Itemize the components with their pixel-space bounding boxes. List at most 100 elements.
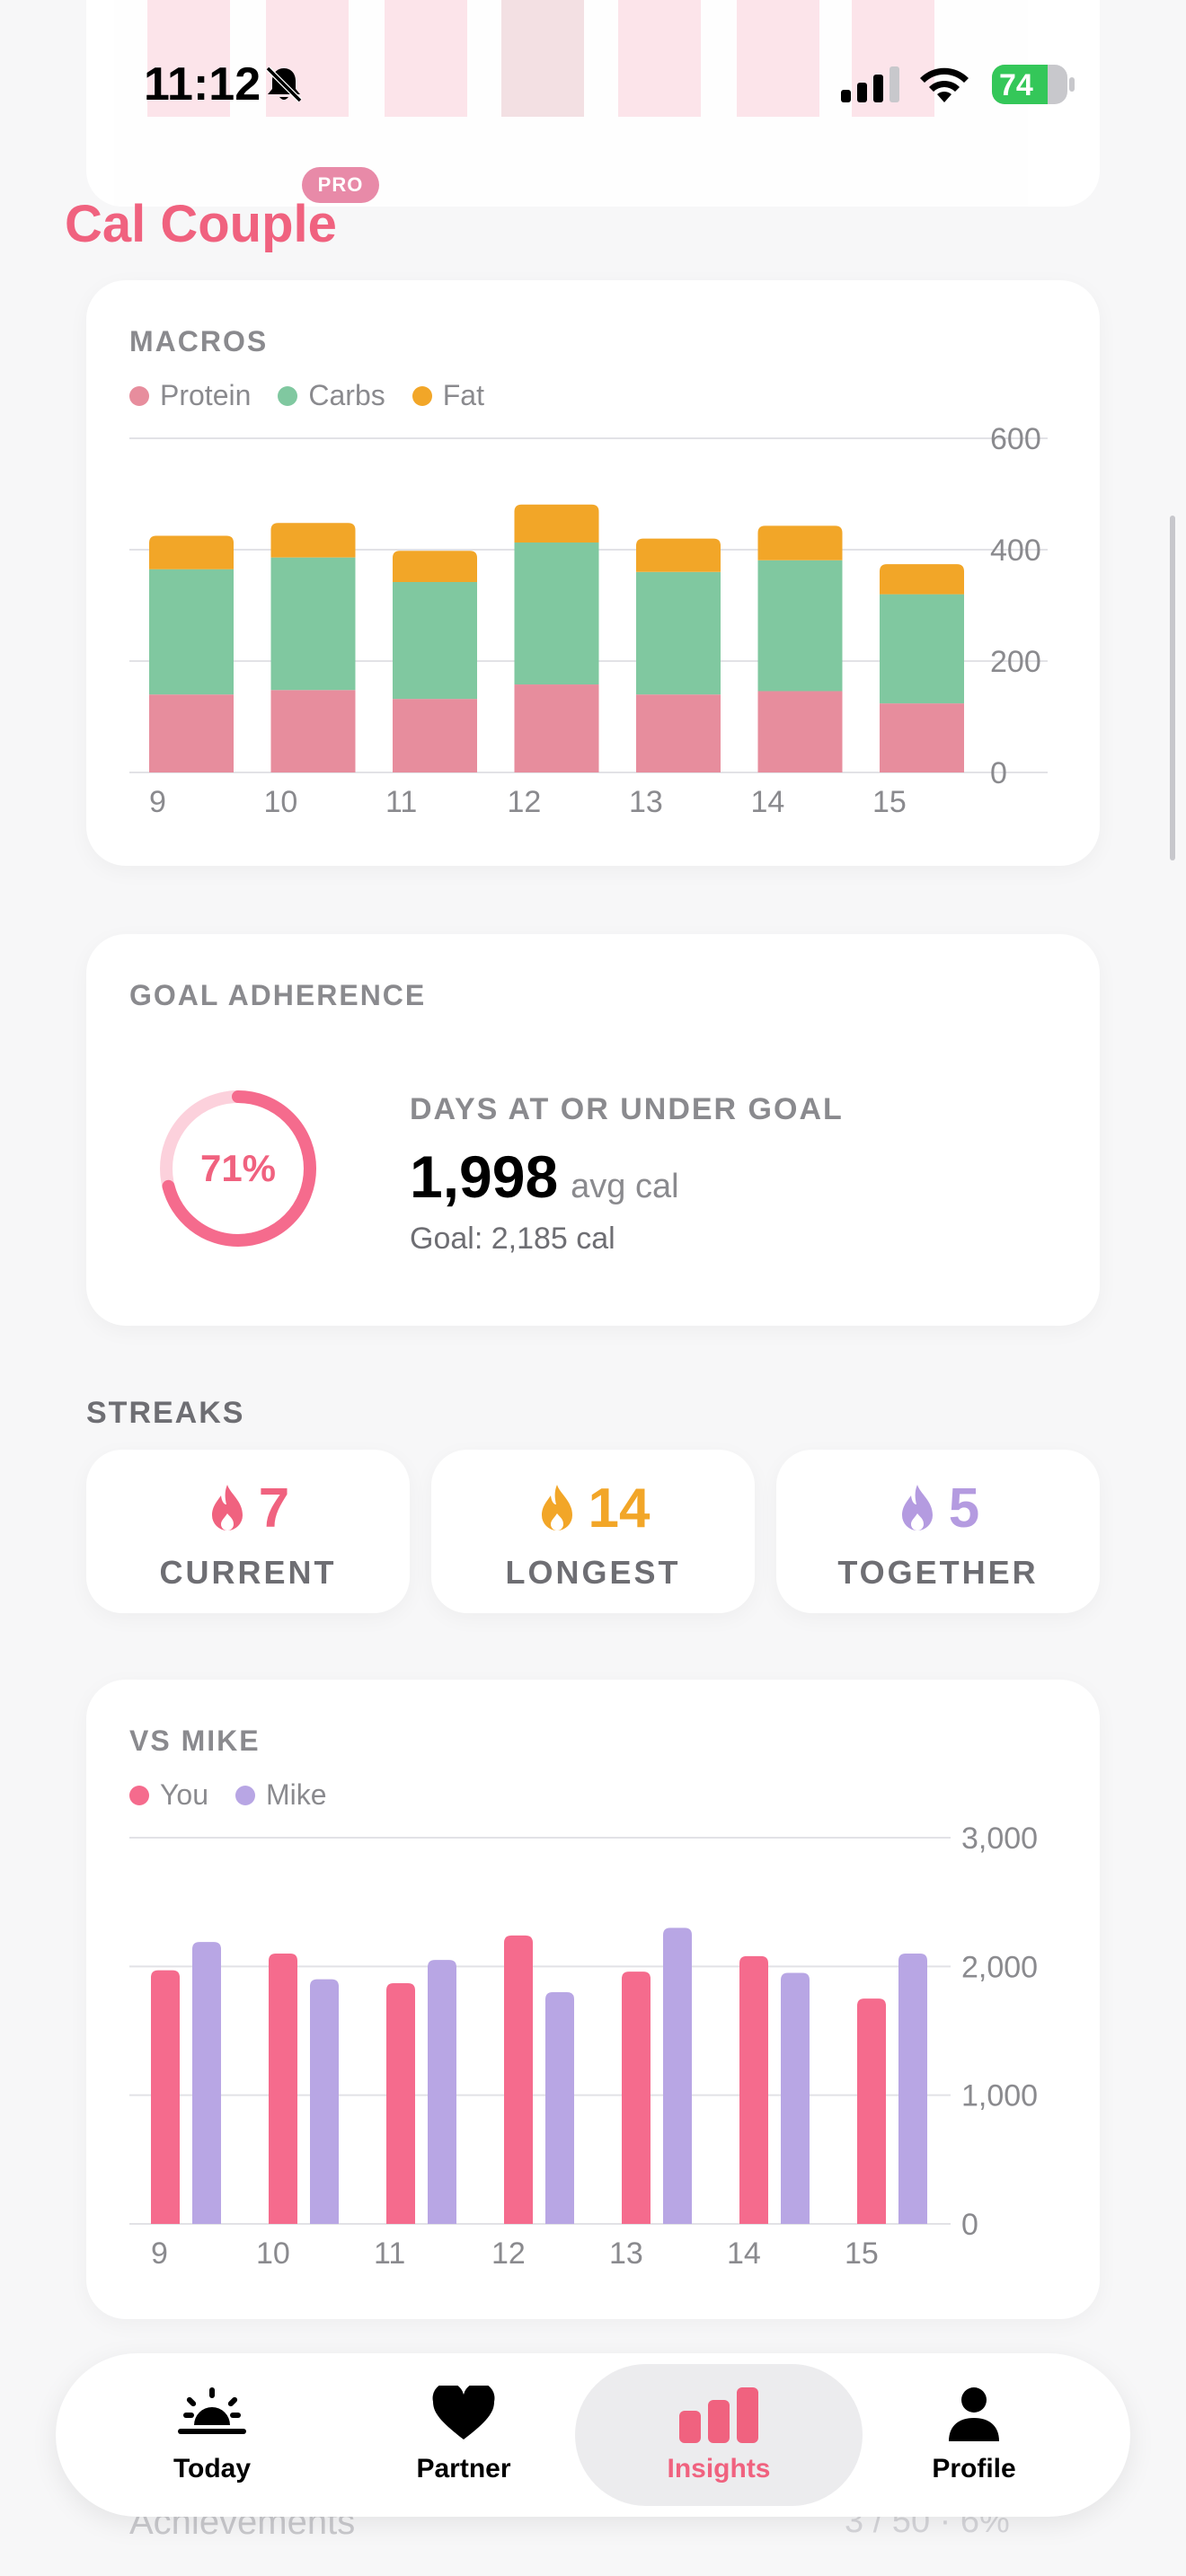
- x-tick-label: 15: [872, 785, 907, 819]
- bar-segment-protein: [757, 691, 843, 772]
- bar-segment-protein: [880, 703, 964, 772]
- ring-progress: [160, 1090, 316, 1247]
- streak-value: 14: [588, 1478, 651, 1539]
- adherence-title: GOAL ADHERENCE: [129, 979, 427, 1011]
- tab-today[interactable]: Today: [86, 2353, 338, 2517]
- bar-mike: [192, 1942, 221, 2224]
- bar-segment-fat: [149, 535, 234, 569]
- streak-together-card[interactable]: 5 TOGETHER: [776, 1450, 1100, 1613]
- legend-dot: [278, 385, 298, 406]
- macros-legend: Protein Carbs Fat: [129, 379, 484, 412]
- y-tick-label: 2,000: [961, 1950, 1038, 1984]
- x-tick-label: 12: [508, 785, 542, 819]
- bar-segment-fat: [636, 538, 721, 572]
- flame-icon: [541, 1484, 572, 1531]
- legend-dot: [235, 1785, 255, 1805]
- ghost-bar: [147, 0, 230, 117]
- bar-mike: [898, 1954, 927, 2224]
- flame-icon: [901, 1484, 933, 1531]
- vs-legend: You Mike: [129, 1778, 327, 1812]
- bar-mike: [663, 1928, 692, 2224]
- x-tick-label: 15: [845, 2236, 879, 2271]
- vs-title: VS MIKE: [129, 1725, 261, 1757]
- streak-longest-card[interactable]: 14 LONGEST: [431, 1450, 755, 1613]
- adherence-ring: 71%: [155, 1085, 322, 1252]
- heart-icon: [432, 2386, 495, 2439]
- streak-label: LONGEST: [505, 1554, 681, 1591]
- x-tick-label: 9: [151, 2236, 168, 2271]
- tab-partner[interactable]: Partner: [338, 2353, 589, 2517]
- bar-segment-carbs: [393, 581, 477, 700]
- legend-label: Protein: [160, 379, 252, 411]
- x-tick-label: 12: [491, 2236, 526, 2271]
- macros-card: MACROS Protein Carbs Fat 600 400 200 0 9 10 11…: [86, 280, 1100, 866]
- legend-dot: [129, 385, 149, 406]
- bar-segment-protein: [149, 694, 234, 772]
- bar-segment-carbs: [149, 569, 234, 695]
- streak-current-card[interactable]: 7 CURRENT: [86, 1450, 410, 1613]
- adherence-percent: 71%: [199, 1147, 277, 1189]
- legend-label: Carbs: [308, 379, 385, 411]
- bar-you: [386, 1982, 415, 2224]
- legend-protein: Protein: [129, 379, 251, 412]
- battery-indicator: 74: [992, 65, 1075, 104]
- bar-segment-protein: [636, 694, 721, 772]
- legend-carbs: Carbs: [278, 379, 385, 412]
- bell-muted-icon: [265, 66, 303, 103]
- bar-you: [739, 1955, 768, 2224]
- x-tick-label: 13: [609, 2236, 643, 2271]
- x-tick-label: 13: [629, 785, 663, 819]
- person-icon: [949, 2387, 999, 2441]
- tab-bar: Today Partner Insights Profile: [56, 2353, 1130, 2517]
- legend-label: Fat: [442, 379, 484, 411]
- vs-partner-card: VS MIKE You Mike 3,000 2,000 1,000 0 9 10 11 12…: [86, 1680, 1100, 2319]
- streak-label: TOGETHER: [837, 1554, 1039, 1591]
- streak-value-row: 7: [86, 1477, 410, 1540]
- ghost-bar: [385, 0, 467, 117]
- bar-mike: [310, 1979, 339, 2224]
- legend-dot: [412, 385, 432, 406]
- vs-chart: 3,000 2,000 1,000 0 9 10 11 12 13 14 15: [129, 1822, 1038, 2271]
- streaks-title: STREAKS: [86, 1396, 245, 1430]
- bar-you: [504, 1935, 533, 2224]
- pro-badge[interactable]: PRO: [302, 167, 379, 203]
- tab-label: Profile: [932, 2454, 1016, 2483]
- scroll-indicator[interactable]: [1170, 516, 1175, 860]
- bar-segment-carbs: [880, 594, 964, 704]
- battery-body: 74: [992, 65, 1067, 104]
- tab-label: Today: [173, 2454, 252, 2483]
- y-tick-label: 0: [990, 756, 1007, 790]
- tab-icon-wrap: [338, 2386, 589, 2441]
- tab-insights[interactable]: Insights: [575, 2364, 863, 2506]
- sunrise-icon: [178, 2387, 246, 2434]
- streak-value: 5: [948, 1478, 980, 1539]
- tab-profile[interactable]: Profile: [848, 2353, 1100, 2517]
- bar-segment-fat: [393, 551, 477, 582]
- legend-label: Mike: [266, 1778, 327, 1811]
- battery-fill: [992, 65, 1049, 104]
- streak-value: 7: [258, 1478, 290, 1539]
- streak-value-row: 14: [431, 1477, 755, 1540]
- tab-label: Partner: [416, 2454, 511, 2483]
- bar-segment-fat: [270, 523, 356, 558]
- bar-you: [269, 1954, 297, 2224]
- legend-fat: Fat: [412, 379, 484, 412]
- status-time: 11:12: [144, 58, 261, 110]
- y-tick-label: 0: [961, 2208, 978, 2242]
- tab-icon-wrap: [86, 2386, 338, 2439]
- wifi-icon: [920, 67, 969, 102]
- bar-segment-protein: [514, 684, 599, 772]
- x-tick-label: 11: [385, 785, 417, 819]
- y-tick-label: 3,000: [961, 1822, 1038, 1856]
- legend-you: You: [129, 1778, 208, 1812]
- y-tick-label: 1,000: [961, 2079, 1038, 2113]
- legend-dot: [129, 1785, 149, 1805]
- legend-label: You: [160, 1778, 208, 1811]
- tab-icon-wrap: [848, 2386, 1100, 2443]
- bar-segment-carbs: [270, 557, 356, 691]
- x-tick-label: 10: [256, 2236, 290, 2271]
- bar-segment-protein: [393, 699, 477, 772]
- adherence-label: DAYS AT OR UNDER GOAL: [410, 1092, 844, 1126]
- avg-calories: 1,998: [410, 1143, 559, 1210]
- ghost-bar: [737, 0, 819, 117]
